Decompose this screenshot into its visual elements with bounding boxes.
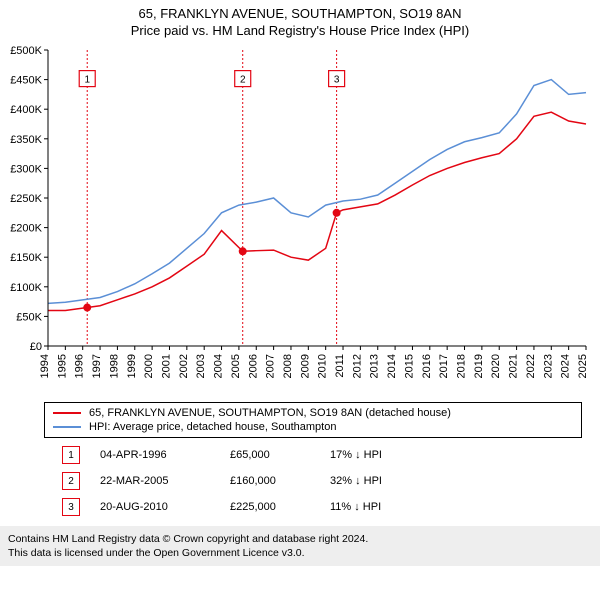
x-tick-label: 1996 <box>74 354 86 378</box>
x-tick-label: 2015 <box>403 354 415 378</box>
y-tick-label: £500K <box>10 45 42 57</box>
event-marker-number: 2 <box>240 75 246 86</box>
legend-item: HPI: Average price, detached house, Sout… <box>47 420 579 434</box>
x-tick-label: 2008 <box>282 354 294 378</box>
footer-line-1: Contains HM Land Registry data © Crown c… <box>8 532 592 546</box>
x-tick-label: 2024 <box>560 354 572 378</box>
x-tick-label: 2021 <box>508 354 520 378</box>
x-tick-label: 2005 <box>230 354 242 378</box>
x-tick-label: 2000 <box>143 354 155 378</box>
x-tick-label: 2017 <box>438 354 450 378</box>
line-chart: £0 £50K £100K £150K £200K £250K £300K £350K £400… <box>0 38 600 398</box>
y-tick-label: £0 <box>30 341 42 353</box>
sale-marker <box>333 209 341 217</box>
x-tick-label: 2007 <box>265 354 277 378</box>
x-tick-label: 2022 <box>525 354 537 378</box>
x-tick-label: 2016 <box>421 354 433 378</box>
event-row-marker: 2 <box>62 472 80 490</box>
sale-marker <box>83 304 91 312</box>
y-tick-label: £300K <box>10 163 42 175</box>
x-tick-label: 1994 <box>39 354 51 378</box>
x-tick-label: 2023 <box>542 354 554 378</box>
event-price: 04-APR-1996 <box>100 449 210 461</box>
x-tick-label: 2001 <box>160 354 172 378</box>
x-tick-label: 2011 <box>334 354 346 378</box>
x-tick-label: 1999 <box>126 354 138 378</box>
event-row-marker: 3 <box>62 498 80 516</box>
x-tick-label: 2025 <box>577 354 589 378</box>
x-tick-label: 2009 <box>299 354 311 378</box>
y-tick-label: £350K <box>10 134 42 146</box>
x-tick-label: 1998 <box>108 354 120 378</box>
x-tick-label: 2004 <box>213 354 225 378</box>
sale-marker <box>239 247 247 255</box>
y-tick-label: £50K <box>16 311 42 323</box>
legend-label: HPI: Average price, detached house, Sout… <box>89 421 336 433</box>
x-tick-label: 2019 <box>473 354 485 378</box>
event-marker-number: 1 <box>84 75 90 86</box>
x-tick-label: 2018 <box>456 354 468 378</box>
y-tick-label: £250K <box>10 193 42 205</box>
chart-container: 65, FRANKLYN AVENUE, SOUTHAMPTON, SO19 8… <box>0 0 600 566</box>
x-tick-label: 2020 <box>490 354 502 378</box>
x-tick-label: 1997 <box>91 354 103 378</box>
legend-swatch <box>53 412 81 414</box>
y-tick-label: £450K <box>10 75 42 87</box>
chart-title-2: Price paid vs. HM Land Registry's House … <box>0 23 600 38</box>
chart-titles: 65, FRANKLYN AVENUE, SOUTHAMPTON, SO19 8… <box>0 0 600 38</box>
y-tick-label: £100K <box>10 282 42 294</box>
event-delta: 17% ↓ HPI <box>330 449 420 461</box>
x-tick-label: 2006 <box>247 354 259 378</box>
series-hpi <box>48 80 586 304</box>
footer-line-2: This data is licensed under the Open Gov… <box>8 546 592 560</box>
sale-events-table: 104-APR-1996£65,00017% ↓ HPI222-MAR-2005… <box>44 438 582 520</box>
event-marker-number: 3 <box>334 75 340 86</box>
legend-swatch <box>53 426 81 428</box>
event-row: 222-MAR-2005£160,00032% ↓ HPI <box>44 468 582 494</box>
legend-item: 65, FRANKLYN AVENUE, SOUTHAMPTON, SO19 8… <box>47 406 579 420</box>
event-delta: 11% ↓ HPI <box>330 501 420 513</box>
chart-legend: 65, FRANKLYN AVENUE, SOUTHAMPTON, SO19 8… <box>44 402 582 438</box>
event-row: 320-AUG-2010£225,00011% ↓ HPI <box>44 494 582 520</box>
event-delta: 32% ↓ HPI <box>330 475 420 487</box>
y-tick-label: £200K <box>10 223 42 235</box>
x-tick-label: 2014 <box>386 354 398 378</box>
x-tick-label: 2003 <box>195 354 207 378</box>
y-tick-label: £400K <box>10 104 42 116</box>
x-tick-label: 2010 <box>317 354 329 378</box>
x-tick-label: 2013 <box>369 354 381 378</box>
event-price: 20-AUG-2010 <box>100 501 210 513</box>
event-price: 22-MAR-2005 <box>100 475 210 487</box>
chart-title-1: 65, FRANKLYN AVENUE, SOUTHAMPTON, SO19 8… <box>0 6 600 21</box>
legend-label: 65, FRANKLYN AVENUE, SOUTHAMPTON, SO19 8… <box>89 407 451 419</box>
attribution-footer: Contains HM Land Registry data © Crown c… <box>0 526 600 566</box>
event-row-marker: 1 <box>62 446 80 464</box>
event-row: 104-APR-1996£65,00017% ↓ HPI <box>44 442 582 468</box>
x-tick-label: 2012 <box>351 354 363 378</box>
x-tick-label: 2002 <box>178 354 190 378</box>
x-tick-label: 1995 <box>56 354 68 378</box>
y-tick-label: £150K <box>10 252 42 264</box>
